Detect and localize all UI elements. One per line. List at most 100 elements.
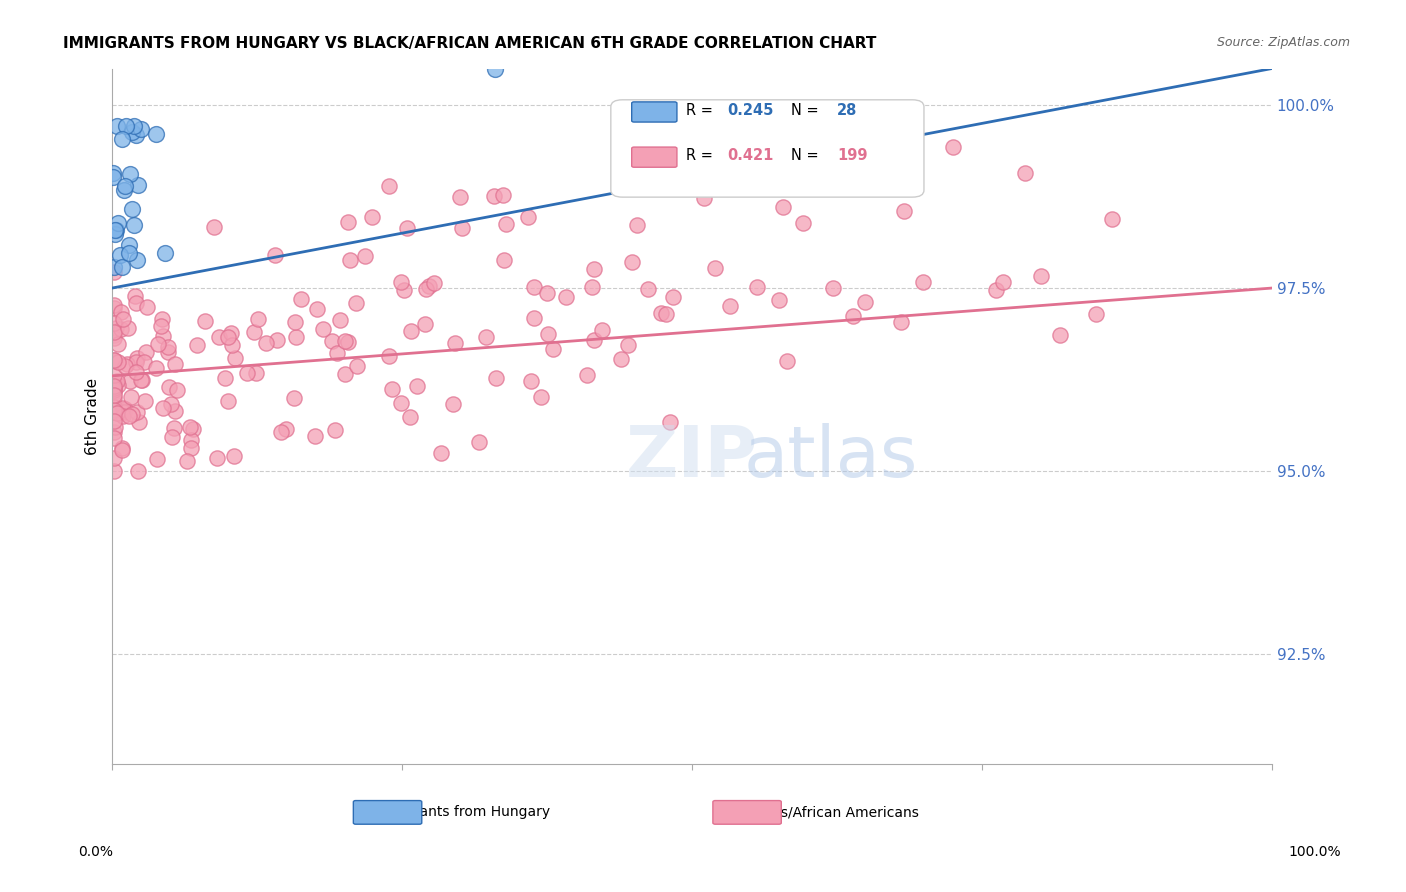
Point bbox=[146, 337, 169, 351]
Point bbox=[111, 132, 134, 146]
Point bbox=[103, 260, 125, 275]
Text: Blacks/African Americans: Blacks/African Americans bbox=[744, 805, 920, 820]
Point bbox=[129, 122, 152, 136]
Point bbox=[1101, 212, 1123, 227]
Point bbox=[264, 248, 287, 262]
Point bbox=[125, 295, 148, 310]
Point bbox=[114, 178, 136, 193]
Point bbox=[266, 333, 288, 347]
Point bbox=[246, 312, 269, 326]
Point bbox=[468, 434, 491, 449]
Point bbox=[103, 166, 125, 180]
Point bbox=[842, 309, 865, 323]
Point bbox=[285, 329, 308, 343]
Point bbox=[103, 170, 125, 185]
Point bbox=[1014, 166, 1036, 180]
Point bbox=[107, 378, 129, 392]
Y-axis label: 6th Grade: 6th Grade bbox=[86, 377, 100, 455]
Point bbox=[337, 335, 360, 350]
Point bbox=[617, 338, 640, 352]
Text: 0.0%: 0.0% bbox=[79, 846, 112, 859]
Point bbox=[103, 413, 125, 427]
Point bbox=[131, 373, 153, 387]
Point bbox=[346, 359, 368, 373]
Point bbox=[135, 345, 157, 359]
Point bbox=[103, 425, 125, 439]
Point bbox=[523, 280, 546, 294]
Point bbox=[114, 359, 136, 373]
Point bbox=[516, 210, 538, 224]
Point bbox=[704, 261, 727, 276]
Point bbox=[1029, 268, 1052, 283]
Point bbox=[377, 178, 399, 193]
Text: 0.245: 0.245 bbox=[727, 103, 773, 118]
Point bbox=[242, 325, 264, 339]
Point bbox=[194, 314, 217, 328]
Point bbox=[179, 420, 201, 434]
Point bbox=[111, 404, 134, 418]
Point bbox=[120, 390, 142, 404]
Text: atlas: atlas bbox=[744, 424, 918, 492]
Point bbox=[120, 374, 142, 388]
Point bbox=[329, 313, 352, 327]
Point bbox=[650, 306, 672, 320]
Text: R =: R = bbox=[686, 148, 717, 163]
Point bbox=[519, 374, 541, 388]
Point bbox=[121, 125, 143, 139]
Point bbox=[162, 421, 184, 435]
Point bbox=[443, 335, 465, 350]
Point bbox=[155, 246, 177, 260]
Point bbox=[125, 365, 148, 379]
Point bbox=[121, 407, 143, 421]
Point bbox=[103, 298, 125, 312]
Point bbox=[180, 433, 202, 447]
Point bbox=[399, 410, 422, 425]
Point bbox=[118, 167, 141, 181]
Point bbox=[991, 275, 1014, 289]
Point bbox=[821, 281, 844, 295]
Point bbox=[134, 393, 156, 408]
Point bbox=[620, 255, 643, 269]
Point bbox=[772, 200, 794, 214]
Point bbox=[121, 202, 143, 217]
Point bbox=[157, 340, 180, 354]
FancyBboxPatch shape bbox=[713, 801, 782, 824]
Point bbox=[581, 280, 603, 294]
Point bbox=[745, 279, 768, 293]
Point bbox=[637, 282, 659, 296]
Point bbox=[111, 442, 134, 457]
Text: 0.421: 0.421 bbox=[727, 148, 773, 163]
Point bbox=[326, 345, 349, 359]
Point bbox=[582, 262, 605, 277]
Point bbox=[125, 405, 148, 419]
Point bbox=[378, 349, 401, 363]
Point bbox=[103, 387, 125, 401]
Point bbox=[165, 404, 187, 418]
Point bbox=[336, 215, 359, 229]
Point bbox=[274, 422, 297, 436]
Point bbox=[219, 326, 242, 340]
Point bbox=[418, 279, 440, 293]
Point bbox=[152, 312, 174, 326]
FancyBboxPatch shape bbox=[631, 102, 676, 122]
FancyBboxPatch shape bbox=[610, 100, 924, 197]
Point bbox=[103, 383, 125, 397]
Point bbox=[103, 368, 125, 382]
Text: IMMIGRANTS FROM HUNGARY VS BLACK/AFRICAN AMERICAN 6TH GRADE CORRELATION CHART: IMMIGRANTS FROM HUNGARY VS BLACK/AFRICAN… bbox=[63, 36, 877, 51]
Point bbox=[107, 336, 129, 351]
Point bbox=[157, 344, 180, 359]
Point bbox=[389, 275, 412, 289]
Point bbox=[389, 396, 412, 410]
Point bbox=[718, 299, 741, 313]
Text: Immigrants from Hungary: Immigrants from Hungary bbox=[370, 805, 550, 820]
Point bbox=[693, 191, 716, 205]
Point bbox=[323, 423, 346, 437]
Point bbox=[401, 324, 423, 338]
Point bbox=[150, 318, 173, 333]
Point bbox=[104, 227, 127, 241]
Point bbox=[853, 295, 876, 310]
Point bbox=[103, 377, 125, 392]
Point bbox=[125, 351, 148, 365]
Point bbox=[115, 358, 138, 372]
Point bbox=[103, 385, 125, 400]
